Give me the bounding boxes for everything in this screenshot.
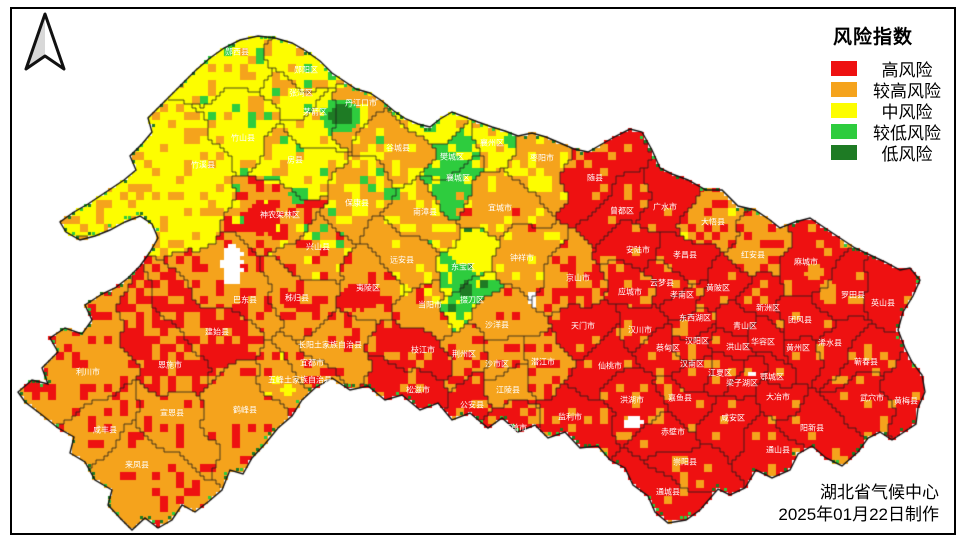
- legend-label: 中风险: [881, 103, 933, 122]
- legend-swatch-low: [831, 145, 857, 160]
- legend-items: 高风险较高风险中风险较低风险低风险: [831, 58, 952, 164]
- legend-item-low: 低风险: [831, 142, 952, 164]
- legend-swatch-medium: [831, 103, 857, 118]
- north-arrow-icon: [24, 12, 66, 71]
- credits-date: 2025年01月22日制作: [778, 505, 939, 524]
- credits-org: 湖北省气候中心: [820, 483, 939, 502]
- legend-swatch-lower: [831, 124, 857, 139]
- legend-label: 高风险: [881, 61, 933, 80]
- legend-title: 风险指数: [833, 27, 914, 48]
- credits: 湖北省气候中心 2025年01月22日制作: [778, 482, 939, 526]
- legend-label: 低风险: [881, 145, 933, 164]
- legend-item-medium: 中风险: [831, 100, 952, 122]
- legend-label: 较低风险: [873, 124, 941, 143]
- legend-item-higher: 较高风险: [831, 79, 952, 101]
- legend-label: 较高风险: [873, 82, 941, 101]
- legend-item-high: 高风险: [831, 58, 952, 80]
- legend-swatch-higher: [831, 82, 857, 97]
- legend-swatch-high: [831, 61, 857, 76]
- legend: 风险指数 高风险较高风险中风险较低风险低风险: [831, 22, 952, 164]
- legend-item-lower: 较低风险: [831, 121, 952, 143]
